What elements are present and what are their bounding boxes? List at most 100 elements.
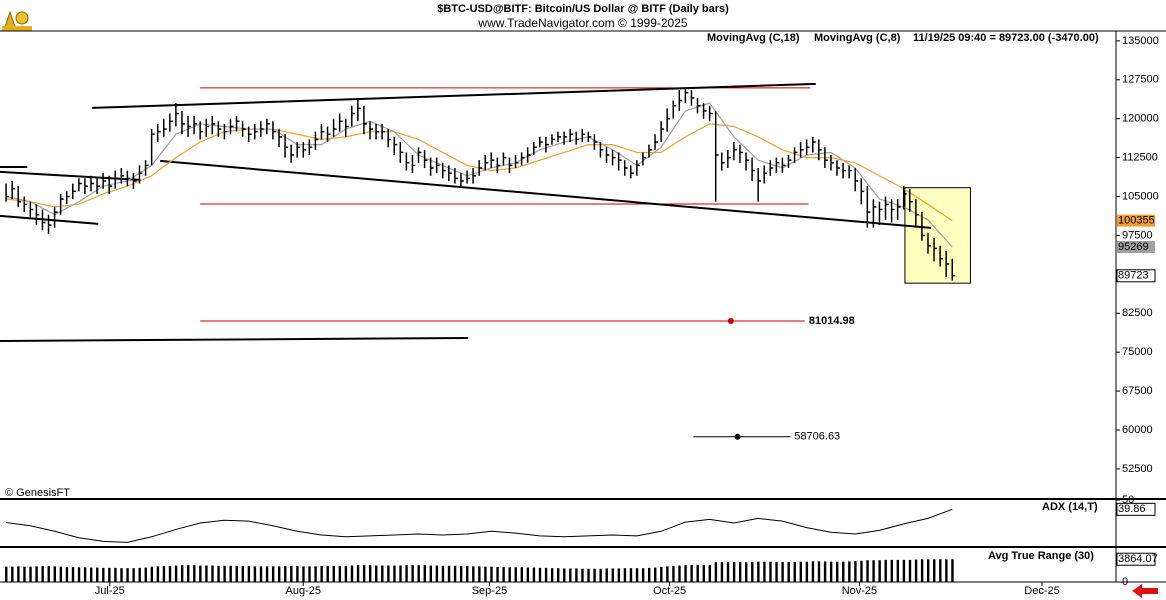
- y-tick-label: 60000: [1122, 424, 1153, 436]
- indicator-bar: [314, 566, 317, 582]
- indicator-bar: [174, 565, 178, 582]
- indicator-bar: [120, 568, 123, 582]
- indicator-bar: [726, 561, 730, 582]
- indicator-bar: [332, 566, 335, 582]
- highlight-box: [904, 187, 971, 284]
- indicator-bar: [732, 561, 736, 582]
- indicator-bar: [696, 564, 699, 582]
- indicator-bar: [83, 567, 87, 582]
- indicator-bar: [587, 568, 590, 582]
- indicator-bar: [538, 567, 542, 582]
- indicator-bar: [265, 566, 269, 582]
- trend-line: [92, 82, 816, 109]
- x-tick-label: Aug-25: [286, 585, 321, 597]
- indicator-bar: [878, 560, 881, 582]
- indicator-bar: [811, 561, 815, 582]
- indicator-bar: [544, 567, 548, 582]
- indicator-bar: [53, 566, 56, 582]
- indicator-bar: [423, 565, 426, 582]
- y-tick-label: 52500: [1122, 463, 1153, 475]
- chart-subtitle: www.TradeNavigator.com © 1999-2025: [477, 16, 687, 30]
- indicator-bar: [393, 565, 396, 582]
- x-tick-label: Oct-25: [653, 585, 686, 597]
- indicator-bar: [520, 567, 524, 582]
- indicator-bar: [884, 559, 887, 582]
- indicator-bar: [199, 565, 202, 582]
- indicator-bar: [508, 567, 511, 582]
- indicator-bar: [241, 566, 245, 582]
- indicator-bar: [114, 567, 117, 582]
- level-label: 81014.98: [809, 315, 855, 327]
- indicator-bar: [848, 561, 851, 582]
- indicator-bar: [951, 559, 954, 582]
- indicator-line: [5, 508, 953, 543]
- level-dot: [727, 317, 734, 324]
- logo: [2, 10, 32, 31]
- value-box-label: 89723: [1118, 270, 1149, 282]
- indicator-bar: [77, 567, 81, 582]
- indicator-bar: [350, 565, 354, 582]
- indicator-bar: [302, 566, 305, 582]
- indicator-bar: [156, 566, 160, 582]
- indicator-bar: [817, 561, 821, 582]
- value-box-label: 95269: [1118, 241, 1149, 253]
- indicator-bar: [914, 559, 918, 582]
- indicator-bar: [411, 565, 414, 582]
- value-box: [1117, 214, 1155, 227]
- indicator-bar: [751, 561, 754, 582]
- indicator-bar: [799, 561, 803, 582]
- indicator-bar: [787, 561, 790, 582]
- scroll-arrow[interactable]: [1132, 584, 1158, 598]
- indicator-bar: [836, 561, 839, 582]
- indicator-bar: [902, 559, 906, 582]
- indicator-bar: [399, 565, 402, 582]
- indicator-bar: [405, 565, 408, 582]
- indicator-bar: [11, 566, 14, 582]
- indicator-bar: [599, 568, 602, 582]
- indicator-bar: [180, 565, 184, 582]
- y-tick-label: 0: [1122, 576, 1128, 588]
- indicator-bar: [605, 568, 608, 582]
- indicator-bar: [581, 568, 584, 582]
- indicator-bar: [132, 568, 135, 582]
- indicator-bar: [484, 566, 487, 582]
- indicator-bar: [933, 559, 936, 582]
- indicator-bar: [375, 565, 378, 582]
- indicator-bar: [253, 566, 257, 582]
- indicator-bar: [308, 566, 311, 582]
- indicator-bar: [71, 566, 75, 582]
- indicator-bar: [714, 562, 718, 582]
- indicator-bar: [823, 561, 827, 582]
- indicator-bar: [381, 565, 384, 582]
- indicator-bar: [193, 565, 196, 582]
- indicator-bar: [144, 567, 147, 582]
- indicator-bar: [781, 561, 784, 582]
- indicator-bar: [738, 561, 742, 582]
- indicator-bar: [102, 567, 105, 582]
- indicator-bar: [478, 566, 481, 582]
- value-box: [1116, 502, 1156, 516]
- x-tick-label: Sep-25: [472, 585, 507, 597]
- trend-line: [0, 170, 141, 181]
- y-tick-label: 135000: [1122, 35, 1159, 47]
- indicator-bar: [47, 566, 50, 582]
- indicator-bar: [217, 565, 220, 582]
- indicator-bar: [557, 568, 560, 582]
- indicator-bar: [235, 566, 238, 582]
- indicator-bar: [472, 566, 475, 582]
- indicator-bar: [611, 568, 614, 582]
- y-tick-label: 82500: [1122, 307, 1153, 319]
- x-tick-label: Nov-25: [842, 585, 877, 597]
- legend-entry: MovingAvg (C,8): [814, 32, 901, 44]
- indicator-bar: [635, 568, 639, 582]
- value-box: [1116, 269, 1156, 283]
- trend-line: [160, 159, 932, 229]
- indicator-bar: [745, 562, 748, 582]
- indicator-bar: [356, 565, 360, 582]
- y-tick-label: 127500: [1122, 74, 1159, 86]
- indicator-bar: [563, 568, 566, 582]
- indicator-bar: [623, 568, 627, 582]
- indicator-bar: [854, 561, 857, 582]
- x-tick-label: Jul-25: [95, 585, 125, 597]
- indicator-bar: [138, 567, 141, 582]
